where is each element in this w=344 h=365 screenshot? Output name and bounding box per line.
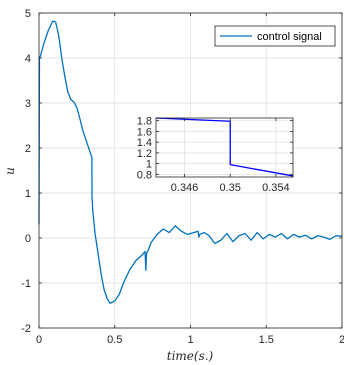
y-tick-label: 2 [25,143,31,155]
legend-label: control signal [257,31,322,43]
main-series [38,20,343,304]
y-tick-label: 3 [25,98,31,110]
main-ticks [38,12,343,329]
y-tick-label: 1 [146,159,152,171]
y-tick-label: 5 [25,8,31,20]
inset-chart: 0.346 0.35 0.354 0.811.21.41.61.8 [137,116,294,194]
series-line [38,20,343,304]
x-tick-label: 0 [36,334,42,346]
y-tick-label: 1.4 [137,137,152,149]
x-tick-label: 1 [187,334,193,346]
y-tick-labels: -2 -1 0 1 2 3 4 5 [21,8,31,335]
y-tick-label: 1.6 [137,126,152,138]
y-tick-label: 1 [25,188,31,200]
series-line [155,117,294,177]
x-tick-label: 0.346 [171,182,199,194]
y-tick-label: 0.8 [137,169,152,181]
y-tick-label: -2 [21,323,31,335]
inset-series [155,117,294,177]
y-tick-label: -1 [21,278,31,290]
y-axis-title: u [3,167,17,175]
inset-plot-area [156,118,293,177]
legend: control signal [214,25,336,47]
x-tick-label: 2 [339,334,344,346]
y-tick-label: 1.2 [137,148,152,160]
x-tick-label: 0.5 [107,334,122,346]
inset-ticks [156,118,293,177]
inset-y-tick-labels: 0.811.21.41.61.8 [137,116,152,182]
inset-plot-border [155,117,294,178]
inset-x-tick-labels: 0.346 0.35 0.354 [171,182,290,194]
x-axis-title: time(s.) [167,349,214,363]
legend-box [214,25,336,47]
y-tick-label: 4 [25,53,31,65]
x-tick-label: 1.5 [259,334,274,346]
x-tick-labels: 0 0.5 1 1.5 2 [36,334,344,346]
x-tick-label: 0.35 [219,182,240,194]
y-tick-label: 0 [25,233,31,245]
x-tick-label: 0.354 [262,182,290,194]
y-tick-label: 1.8 [137,116,152,128]
